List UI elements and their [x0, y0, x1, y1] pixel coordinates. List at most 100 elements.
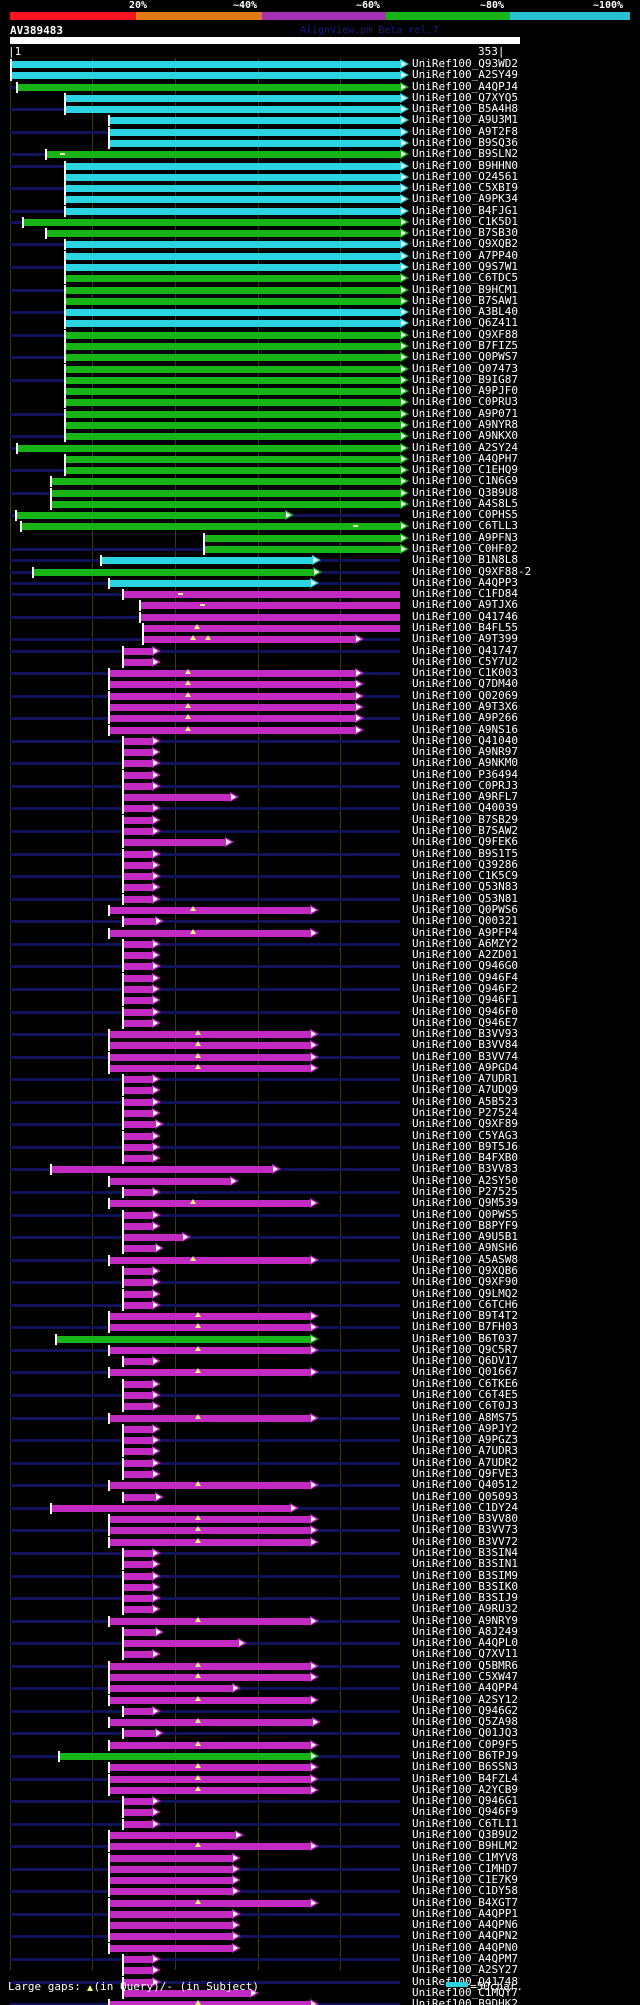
sequence-label[interactable]: UniRef100_B3VV74	[412, 1049, 518, 1063]
sequence-label[interactable]: UniRef100_A5ASW8	[412, 1252, 518, 1266]
sequence-label[interactable]: UniRef100_A9PJY2	[412, 1421, 518, 1435]
hsp-bar[interactable]	[16, 83, 400, 91]
hsp-bar[interactable]	[55, 1335, 310, 1343]
sequence-label[interactable]: UniRef100_A9PFP4	[412, 925, 518, 939]
alignment-row[interactable]: UniRef100_B3VV73	[0, 1523, 640, 1537]
alignment-row[interactable]: UniRef100_A9T3X6	[0, 700, 640, 714]
alignment-row[interactable]: UniRef100_A7UDR2	[0, 1455, 640, 1470]
alignment-row[interactable]: UniRef100_C6T0J3	[0, 1399, 640, 1413]
alignment-row[interactable]: UniRef100_B6SSN3	[0, 1760, 640, 1774]
sequence-label[interactable]: UniRef100_Q946F2	[412, 981, 518, 995]
hsp-bar[interactable]	[122, 737, 152, 745]
alignment-row[interactable]: UniRef100_Q7DM40	[0, 677, 640, 691]
sequence-label[interactable]: UniRef100_C6T4E5	[412, 1388, 518, 1402]
sequence-label[interactable]: UniRef100_Q946G1	[412, 1794, 518, 1808]
alignment-row[interactable]: UniRef100_A9U3M1	[0, 113, 640, 127]
sequence-label[interactable]: UniRef100_A4QPN0	[412, 1940, 518, 1954]
alignment-row[interactable]: UniRef100_O24561	[0, 170, 640, 184]
sequence-label[interactable]: UniRef100_B7SB30	[412, 226, 518, 240]
hsp-bar[interactable]	[122, 1301, 152, 1309]
sequence-label[interactable]: UniRef100_C5XBI9	[412, 181, 518, 195]
hsp-bar[interactable]	[64, 275, 400, 283]
hsp-bar[interactable]	[122, 1549, 152, 1557]
hsp-bar[interactable]	[108, 1786, 310, 1794]
alignment-row[interactable]: UniRef100_A2SY50	[0, 1174, 640, 1188]
alignment-row[interactable]: UniRef100_Q946F0	[0, 1005, 640, 1019]
alignment-row[interactable]: UniRef100_A6MZY2	[0, 937, 640, 951]
hsp-bar[interactable]	[108, 1933, 232, 1941]
hsp-bar[interactable]	[108, 1200, 310, 1208]
sequence-label[interactable]: UniRef100_Q9FVE3	[412, 1467, 518, 1480]
hsp-bar[interactable]	[108, 1775, 310, 1783]
sequence-label[interactable]: UniRef100_C0PHS5	[412, 508, 518, 522]
hsp-bar[interactable]	[108, 1256, 310, 1264]
alignment-row[interactable]: UniRef100_B3VV72	[0, 1535, 640, 1549]
hsp-bar[interactable]	[122, 1606, 152, 1614]
sequence-label[interactable]: UniRef100_B8PYF9	[412, 1218, 518, 1232]
alignment-row[interactable]: UniRef100_A9PFN3	[0, 531, 640, 545]
alignment-row[interactable]: UniRef100_A9NKX0	[0, 429, 640, 443]
hsp-bar[interactable]	[108, 1617, 310, 1625]
sequence-label[interactable]: UniRef100_A3BL40	[412, 305, 518, 319]
alignment-row[interactable]: UniRef100_A4QPN2	[0, 1929, 640, 1943]
hsp-bar[interactable]	[108, 1031, 310, 1039]
hsp-bar[interactable]	[122, 1380, 152, 1388]
hsp-bar[interactable]	[108, 117, 400, 125]
sequence-label[interactable]: UniRef100_Q946G0	[412, 959, 518, 973]
hsp-bar[interactable]	[122, 1019, 152, 1027]
alignment-row[interactable]: UniRef100_A9PJF0	[0, 384, 640, 398]
sequence-label[interactable]: UniRef100_A2SY24	[412, 440, 518, 454]
alignment-row[interactable]: UniRef100_Q41746	[0, 610, 640, 624]
alignment-row[interactable]: UniRef100_A5ASW8	[0, 1252, 640, 1267]
hsp-bar[interactable]	[64, 320, 400, 328]
alignment-row[interactable]: UniRef100_A9P071	[0, 407, 640, 421]
hsp-bar[interactable]	[64, 106, 400, 114]
hsp-bar[interactable]	[108, 139, 400, 147]
alignment-row[interactable]: UniRef100_B6T037	[0, 1332, 640, 1346]
hsp-bar[interactable]	[64, 365, 400, 373]
hsp-bar[interactable]	[64, 343, 400, 350]
sequence-label[interactable]: UniRef100_Q3B9U8	[412, 485, 518, 499]
hsp-bar[interactable]	[16, 444, 400, 452]
hsp-bar[interactable]	[64, 421, 400, 429]
hsp-bar[interactable]	[108, 1042, 310, 1050]
sequence-label[interactable]: UniRef100_C6TKE6	[412, 1376, 518, 1390]
alignment-row[interactable]: UniRef100_A2SY27	[0, 1963, 640, 1977]
hsp-bar[interactable]	[64, 433, 400, 441]
sequence-label[interactable]: UniRef100_A9NR97	[412, 745, 518, 759]
sequence-label[interactable]: UniRef100_A9PK34	[412, 192, 518, 206]
sequence-label[interactable]: UniRef100_B9SLN2	[412, 147, 518, 161]
alignment-row[interactable]: UniRef100_A4S8L5	[0, 497, 640, 511]
alignment-row[interactable]: UniRef100_A9NS16	[0, 723, 640, 737]
hsp-bar[interactable]	[108, 128, 400, 136]
hsp-bar[interactable]	[122, 1651, 152, 1659]
sequence-label[interactable]: UniRef100_A2SY49	[412, 68, 518, 82]
hsp-bar[interactable]	[122, 997, 152, 1005]
alignment-row[interactable]: UniRef100_A7PP40	[0, 248, 640, 263]
hsp-bar[interactable]	[122, 1628, 155, 1636]
alignment-row[interactable]: UniRef100_B9IG87	[0, 373, 640, 387]
sequence-label[interactable]: UniRef100_A7PP40	[412, 248, 518, 262]
sequence-label[interactable]: UniRef100_C1K5D1	[412, 214, 518, 228]
hsp-bar[interactable]	[122, 1211, 152, 1219]
sequence-label[interactable]: UniRef100_A7UDR2	[412, 1455, 518, 1469]
alignment-row[interactable]: UniRef100_C6TLI1	[0, 1817, 640, 1831]
hsp-bar[interactable]	[122, 839, 225, 847]
hsp-bar[interactable]	[64, 185, 400, 193]
hsp-bar[interactable]	[122, 1493, 155, 1501]
alignment-row[interactable]: UniRef100_Q946F4	[0, 971, 640, 985]
hsp-bar[interactable]	[108, 1922, 232, 1930]
alignment-row[interactable]: UniRef100_B4XGT7	[0, 1896, 640, 1910]
alignment-row[interactable]: UniRef100_A9NR97	[0, 745, 640, 759]
alignment-row[interactable]: UniRef100_Q9S7W1	[0, 260, 640, 274]
sequence-label[interactable]: UniRef100_A4QPM7	[412, 1952, 518, 1966]
sequence-label[interactable]: UniRef100_B4FL55	[412, 621, 518, 634]
hsp-bar[interactable]	[64, 196, 400, 204]
hsp-bar[interactable]	[122, 1640, 238, 1648]
hsp-bar[interactable]	[108, 929, 310, 937]
hsp-bar[interactable]	[122, 1967, 152, 1975]
hsp-bar[interactable]	[64, 173, 400, 181]
sequence-label[interactable]: UniRef100_B9HLM2	[412, 1839, 518, 1853]
sequence-label[interactable]: UniRef100_A9RFL7	[412, 790, 518, 804]
alignment-row[interactable]: UniRef100_B3VV80	[0, 1512, 640, 1526]
